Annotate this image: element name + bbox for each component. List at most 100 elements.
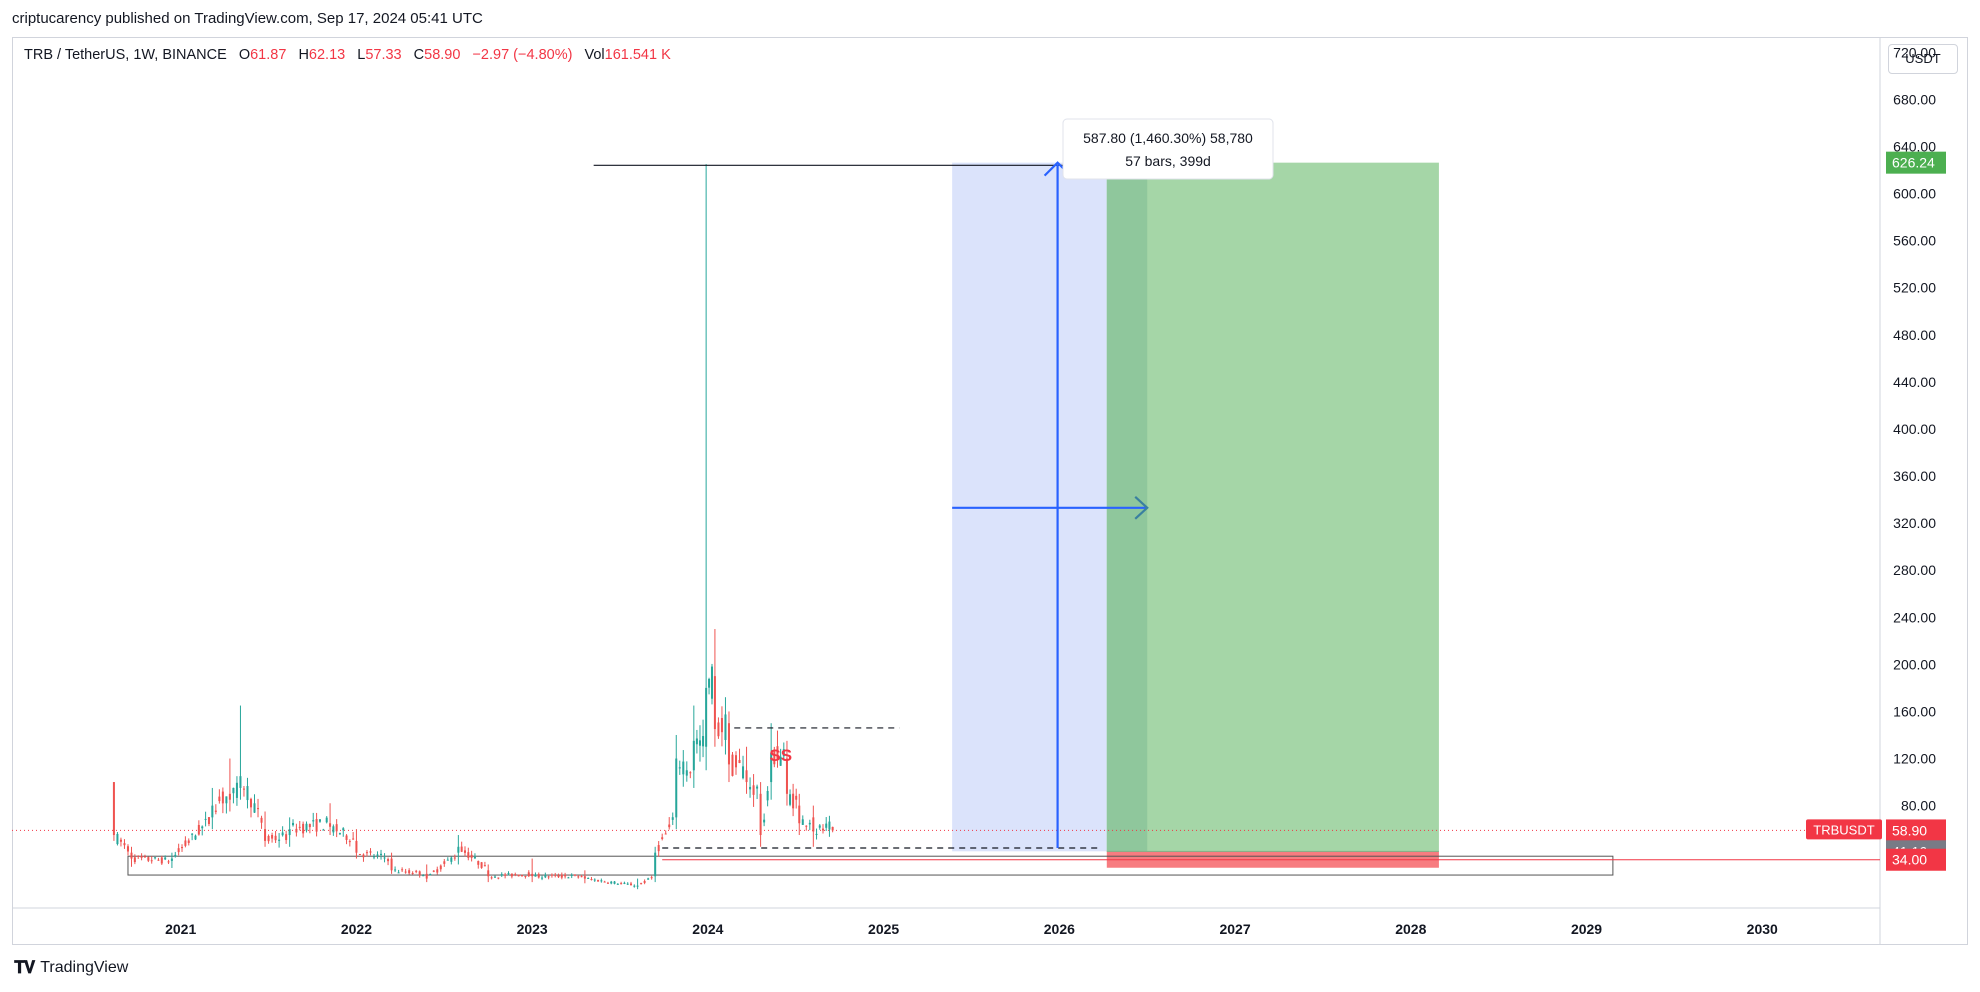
candle-body (661, 837, 664, 840)
candle-body (335, 824, 338, 832)
candle-body (372, 856, 376, 858)
candle-body (157, 859, 160, 861)
candle-body (759, 793, 762, 836)
candle-body (514, 874, 517, 876)
time-tick-label: 2027 (1219, 921, 1250, 937)
candle-body (705, 687, 708, 747)
currency-unit-button[interactable]: USDT (1888, 44, 1958, 74)
tradingview-logo[interactable]: 𝐓𝐕 TradingView (14, 958, 128, 978)
candle-body (487, 870, 490, 877)
candle-body (470, 854, 473, 858)
time-tick-label: 2026 (1044, 921, 1075, 937)
price-tick-label: 600.00 (1893, 186, 1936, 202)
candle-body (450, 857, 453, 862)
price-tick-label: 520.00 (1893, 280, 1936, 296)
candle-body (590, 879, 593, 881)
candle-body (795, 795, 798, 800)
candle-body (274, 835, 277, 841)
candle-body (312, 820, 315, 822)
candle-body (708, 678, 711, 688)
candle-body (580, 876, 583, 878)
time-tick-label: 2024 (692, 921, 723, 937)
candle-body (348, 841, 351, 843)
candle-body (345, 835, 348, 840)
candle-body (710, 666, 713, 699)
candle-body (547, 876, 550, 878)
candle-body (167, 861, 170, 863)
candle-body (818, 825, 821, 828)
candle-body (429, 873, 432, 875)
candle-body (232, 787, 235, 794)
candle-body (782, 749, 785, 757)
candle-body (815, 833, 818, 835)
candle-body (342, 828, 345, 831)
price-tick-label: 280.00 (1893, 562, 1936, 578)
candle-body (643, 880, 646, 883)
candle-body (288, 829, 291, 836)
candle-body (184, 840, 187, 846)
axis-price-tag-value: 626.24 (1892, 155, 1935, 171)
candle-body (734, 755, 738, 768)
candle-body (668, 824, 671, 828)
candle-body (253, 803, 256, 813)
candle-body (587, 878, 590, 880)
candle-body (390, 858, 393, 871)
candle-body (521, 875, 524, 877)
candle-body (358, 853, 361, 855)
legend-high-label: H (298, 47, 309, 63)
candle-body (218, 796, 221, 802)
candle-body (463, 850, 467, 853)
legend-vol: 161.541 K (604, 47, 671, 63)
candle-body (415, 870, 418, 872)
candle-body (436, 869, 439, 873)
legend-open-label: O (238, 47, 251, 63)
candle-body (756, 786, 759, 789)
candle-body (770, 752, 773, 783)
price-tick-label: 320.00 (1893, 515, 1936, 531)
candle-body (235, 782, 238, 798)
candle-body (831, 826, 834, 831)
candle-body (828, 821, 831, 830)
support-zone-box[interactable] (127, 855, 1614, 876)
candle-body (573, 874, 577, 876)
candle-body (531, 873, 534, 877)
candle-body (685, 770, 688, 776)
chart-frame (12, 37, 1968, 945)
candle-body (490, 877, 493, 879)
candle-body (808, 822, 811, 825)
candle-body (493, 876, 496, 878)
candle-body (720, 718, 723, 733)
candle-body (425, 873, 428, 879)
candle-body (695, 738, 698, 745)
candle-body (544, 874, 547, 878)
price-axis[interactable]: 80.00 120.00 160.00 200.00 240.00 280.00 320.0… (1893, 44, 1936, 813)
symbol-name-tag-text: TRBUSDT (1813, 822, 1874, 837)
candle-body (613, 881, 616, 884)
price-tick-label: 480.00 (1893, 327, 1936, 343)
candle-body (126, 846, 129, 852)
candle-body (789, 794, 792, 805)
candle-body (376, 854, 379, 856)
candle-body (191, 833, 194, 835)
measure-tooltip: 587.80 (1,460.30%) 58,780 57 bars, 399d (1062, 118, 1274, 180)
candle-body (557, 875, 560, 878)
time-axis[interactable]: 2021 2022 2023 2024 2025 2026 2027 2028 2029 2030 (165, 921, 1778, 937)
candle-body (620, 883, 623, 885)
candle-body (738, 759, 741, 764)
candle-body (821, 828, 824, 831)
candle-body (123, 843, 126, 846)
candle-body (332, 826, 335, 833)
long-position-target-zone[interactable] (1106, 162, 1439, 852)
candle-body (181, 847, 184, 849)
candle-body (623, 882, 626, 884)
candle-body (727, 723, 730, 765)
legend-symbol[interactable]: TRB / TetherUS, 1W, BINANCE (24, 47, 227, 63)
price-tick-label: 640.00 (1893, 138, 1936, 154)
candle-body (298, 826, 301, 828)
candle-body (308, 824, 311, 828)
price-tick-label: 120.00 (1893, 751, 1936, 767)
time-tick-label: 2023 (517, 921, 548, 937)
candle-body (197, 824, 200, 835)
candle-body (365, 852, 368, 854)
